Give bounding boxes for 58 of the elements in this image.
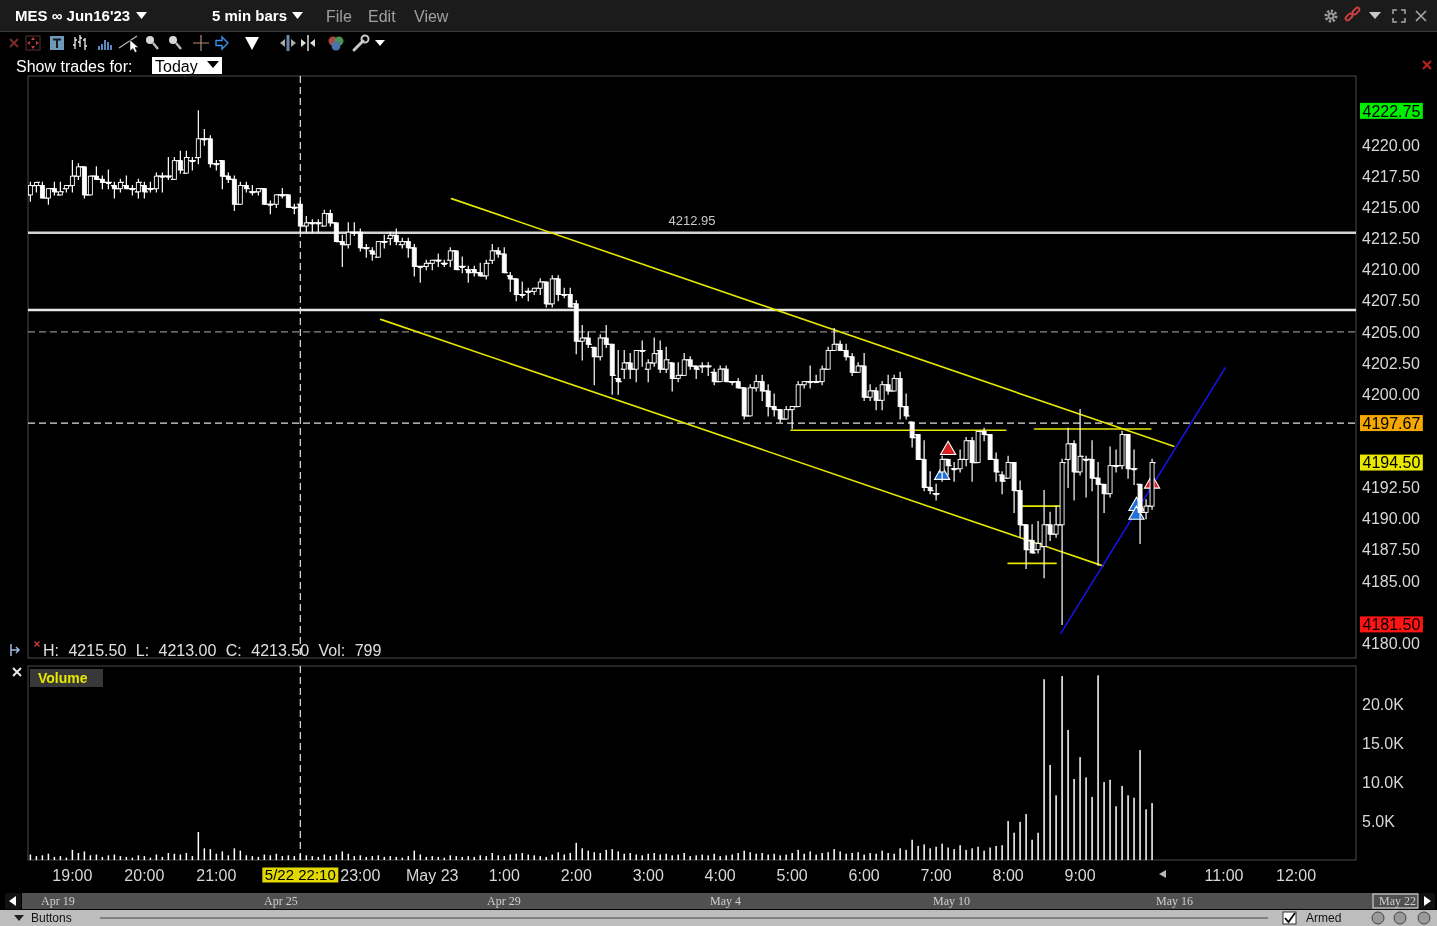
chart-title: Volume [38, 670, 88, 687]
text: File [326, 7, 352, 25]
x-tick-label: 9:00 [1064, 866, 1096, 884]
y-tick-label: 4192.50 [1362, 479, 1420, 497]
ref-line-label: 5/22 22:10 [264, 866, 336, 884]
text: Apr 25 [264, 894, 298, 909]
ref-line-label: 4197.67 [1362, 414, 1421, 432]
y-tick-label: 4180.00 [1362, 634, 1420, 652]
ref-line-label: 4212.95 [668, 212, 716, 228]
y-tick-label: 4200.00 [1362, 385, 1420, 403]
x-tick-label: 1:00 [488, 866, 520, 884]
chart-subtitle: 5 min bars [212, 7, 288, 25]
x-tick-label: 21:00 [196, 866, 237, 884]
text: May 4 [710, 894, 741, 909]
y-tick-label: 10.0K [1362, 773, 1405, 791]
text: Edit [368, 7, 397, 25]
y-tick-label: 4187.50 [1362, 541, 1420, 559]
x-tick-label: 19:00 [52, 866, 93, 884]
x-tick-label: 8:00 [992, 866, 1024, 884]
text: Show trades for: [16, 57, 133, 75]
text: May 22 [1379, 894, 1416, 909]
text: Today [155, 57, 198, 75]
y-tick-label: 4205.00 [1362, 323, 1420, 341]
y-tick-label: 4210.00 [1362, 261, 1420, 279]
y-tick-label: 4222.75 [1362, 102, 1421, 120]
x-tick-label: May 23 [406, 866, 459, 884]
y-tick-label: 4215.00 [1362, 199, 1420, 217]
y-tick-label: 4207.50 [1362, 292, 1420, 310]
text: Buttons [31, 911, 72, 926]
x-tick-label: 7:00 [920, 866, 952, 884]
x-tick-label: 20:00 [124, 866, 165, 884]
y-tick-label: 4212.50 [1362, 230, 1420, 248]
y-tick-label: 5.0K [1362, 812, 1396, 830]
x-tick-label: 5:00 [776, 866, 808, 884]
x-tick-label: 11:00 [1204, 866, 1244, 884]
y-tick-label: 15.0K [1362, 734, 1405, 752]
text: View [414, 7, 449, 25]
x-tick-label: 23:00 [340, 866, 381, 884]
y-tick-label: 20.0K [1362, 695, 1405, 713]
chart-title: MES ∞ Jun16'23 [15, 7, 131, 25]
y-tick-label: 4185.00 [1362, 572, 1420, 590]
x-tick-label: 3:00 [632, 866, 664, 884]
text: Armed [1306, 911, 1342, 926]
y-tick-label: 4217.50 [1362, 167, 1420, 185]
x-tick-label: 12:00 [1275, 866, 1317, 884]
text: Apr 19 [41, 894, 75, 909]
x-tick-label: 4:00 [704, 866, 736, 884]
text: May 16 [1156, 894, 1193, 909]
y-tick-label: 4202.50 [1362, 354, 1420, 372]
annotation: H: 4215.50 L: 4213.00 C: 4213.50 Vol: 799 [43, 641, 382, 659]
y-tick-label: 4220.00 [1362, 136, 1420, 154]
y-tick-label: 4194.50 [1362, 454, 1421, 472]
x-tick-label: 2:00 [560, 866, 592, 884]
y-tick-label: 4190.00 [1362, 510, 1420, 528]
text: May 10 [933, 894, 970, 909]
text: Apr 29 [487, 894, 521, 909]
x-tick-label: 6:00 [848, 866, 880, 884]
y-tick-label: 4181.50 [1362, 616, 1421, 634]
